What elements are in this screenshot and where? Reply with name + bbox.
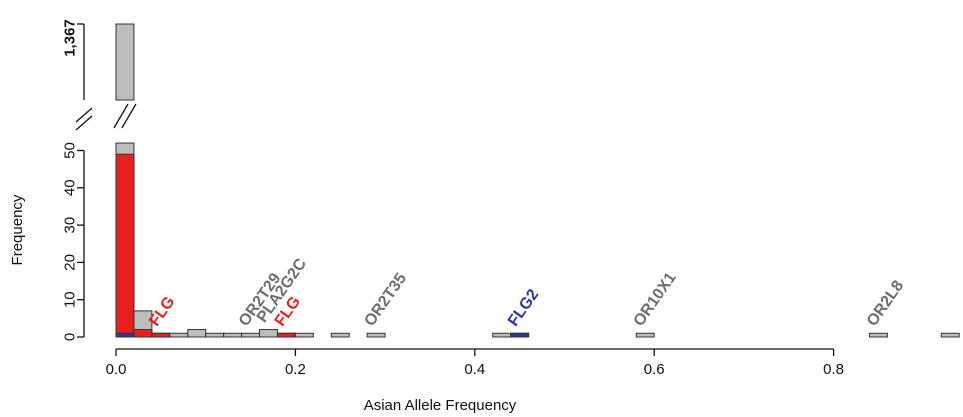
bar-gray-17 xyxy=(940,332,960,338)
bar-gray-13 xyxy=(492,332,512,338)
gene-label-or2l8-7: OR2L8 xyxy=(864,277,908,329)
gene-label-flg2-5: FLG2 xyxy=(505,286,542,329)
gene-label-flg-0: FLG xyxy=(146,294,178,330)
bar-break-mark-1 xyxy=(113,103,129,129)
bar-gray-12 xyxy=(366,332,386,338)
x-tick-label-4: 0.8 xyxy=(823,361,844,378)
gene-label-or2t35-4: OR2T35 xyxy=(361,270,410,329)
x-tick-label-1: 0.2 xyxy=(285,361,306,378)
bar-gray-10 xyxy=(294,332,314,338)
bar-blue-0 xyxy=(115,332,135,338)
axis-break-mark-2 xyxy=(75,115,93,131)
bar-gray-8 xyxy=(259,329,278,338)
bar-gray-3 xyxy=(169,332,189,338)
y-axis-title: Frequency xyxy=(9,194,26,265)
bar-gray-5 xyxy=(205,332,225,338)
axes-group: 0.0 0.2 0.4 0.6 0.8 0 10 20 30 40 50 1,367 xyxy=(62,19,845,378)
y-tick-label-5: 50 xyxy=(62,142,79,159)
x-tick-label-3: 0.6 xyxy=(644,361,665,378)
bar-gray-7 xyxy=(241,332,261,338)
x-axis-title: Asian Allele Frequency xyxy=(364,397,517,414)
bar-blue-14 xyxy=(510,332,530,338)
y-tick-label-1: 10 xyxy=(62,291,79,308)
y-tick-label-3: 30 xyxy=(62,217,79,234)
bar-red-1 xyxy=(133,329,153,338)
bars-group xyxy=(115,23,960,338)
bar-gray-15 xyxy=(635,332,655,338)
bar-red-0 xyxy=(115,153,135,338)
gene-label-or10x1-6: OR10X1 xyxy=(631,269,680,329)
axis-break-mark-1 xyxy=(75,107,93,123)
bar-gray-16 xyxy=(868,332,888,338)
bar-gray-upper-0 xyxy=(115,23,135,101)
y-tick-label-2: 20 xyxy=(62,254,79,271)
x-tick-label-0: 0.0 xyxy=(106,361,127,378)
y-tick-label-0: 0 xyxy=(62,333,79,341)
y-upper-tick-label: 1,367 xyxy=(62,19,79,57)
bar-red-2 xyxy=(151,332,171,338)
bar-break-mark-2 xyxy=(121,103,137,129)
y-tick-label-4: 40 xyxy=(62,179,79,196)
bar-gray-11 xyxy=(330,332,350,338)
bar-red-9 xyxy=(276,332,296,338)
bar-gray-6 xyxy=(223,332,243,338)
x-tick-label-2: 0.4 xyxy=(464,361,485,378)
bar-gray-4 xyxy=(187,329,207,338)
